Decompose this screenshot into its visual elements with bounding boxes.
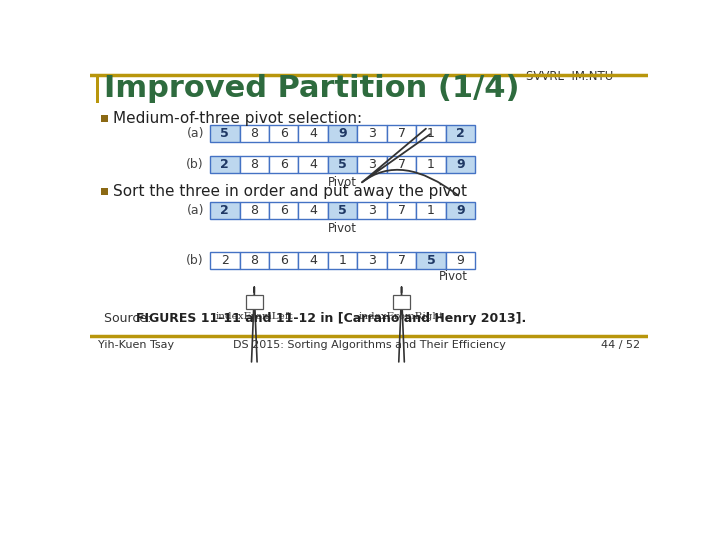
Text: 2: 2 bbox=[221, 254, 229, 267]
Bar bbox=[328, 125, 357, 142]
Text: 1: 1 bbox=[338, 254, 346, 267]
Text: 9: 9 bbox=[456, 204, 465, 217]
Bar bbox=[299, 202, 328, 219]
Bar bbox=[387, 125, 416, 142]
Bar bbox=[269, 252, 299, 269]
Text: indexFromRight: indexFromRight bbox=[359, 312, 444, 321]
Text: 5: 5 bbox=[427, 254, 436, 267]
Bar bbox=[328, 202, 357, 219]
Bar bbox=[269, 156, 299, 173]
Text: 4: 4 bbox=[310, 158, 317, 171]
Text: 7: 7 bbox=[397, 254, 405, 267]
Bar bbox=[269, 125, 299, 142]
Bar bbox=[357, 202, 387, 219]
Text: 1: 1 bbox=[427, 204, 435, 217]
Text: 8: 8 bbox=[251, 204, 258, 217]
Bar bbox=[387, 202, 416, 219]
Bar bbox=[416, 125, 446, 142]
Text: SVVRL  IM.NTU: SVVRL IM.NTU bbox=[526, 70, 613, 83]
Text: Yih-Kuen Tsay: Yih-Kuen Tsay bbox=[98, 340, 174, 350]
Text: Improved Partition (1/4): Improved Partition (1/4) bbox=[104, 74, 519, 103]
Text: 9: 9 bbox=[456, 254, 464, 267]
Text: 9: 9 bbox=[338, 127, 347, 140]
Text: 1: 1 bbox=[427, 127, 435, 140]
Bar bbox=[446, 125, 475, 142]
Text: Sort the three in order and put away the pivot: Sort the three in order and put away the… bbox=[113, 184, 467, 199]
Bar bbox=[387, 252, 416, 269]
Text: 2: 2 bbox=[456, 127, 465, 140]
Bar bbox=[299, 125, 328, 142]
Text: 2: 2 bbox=[220, 204, 229, 217]
Bar bbox=[210, 202, 240, 219]
Bar bbox=[240, 252, 269, 269]
Text: 44 / 52: 44 / 52 bbox=[601, 340, 640, 350]
Text: 6: 6 bbox=[280, 254, 288, 267]
Text: 6: 6 bbox=[280, 204, 288, 217]
Text: 7: 7 bbox=[397, 158, 405, 171]
Bar bbox=[240, 156, 269, 173]
Text: Pivot: Pivot bbox=[328, 222, 357, 235]
Text: 6: 6 bbox=[280, 127, 288, 140]
Text: 5: 5 bbox=[338, 204, 347, 217]
Text: (a): (a) bbox=[186, 127, 204, 140]
Text: (a): (a) bbox=[186, 204, 204, 217]
Text: 8: 8 bbox=[251, 254, 258, 267]
Text: indexFromLeft: indexFromLeft bbox=[215, 312, 293, 321]
Bar bbox=[299, 252, 328, 269]
Bar bbox=[246, 295, 263, 309]
Bar bbox=[357, 125, 387, 142]
Bar bbox=[96, 74, 99, 103]
Text: 3: 3 bbox=[368, 127, 376, 140]
Text: FIGURES 11-11 and 11-12 in [Carrano and Henry 2013].: FIGURES 11-11 and 11-12 in [Carrano and … bbox=[137, 312, 527, 325]
Bar bbox=[210, 156, 240, 173]
Bar bbox=[446, 156, 475, 173]
Text: 3: 3 bbox=[368, 204, 376, 217]
Text: 7: 7 bbox=[397, 204, 405, 217]
Text: 6: 6 bbox=[280, 158, 288, 171]
Bar bbox=[357, 156, 387, 173]
Text: Pivot: Pivot bbox=[328, 176, 357, 188]
Bar bbox=[328, 156, 357, 173]
Text: 2: 2 bbox=[220, 158, 229, 171]
Bar bbox=[101, 115, 108, 122]
Text: DS 2015: Sorting Algorithms and Their Efficiency: DS 2015: Sorting Algorithms and Their Ef… bbox=[233, 340, 505, 350]
Bar bbox=[210, 125, 240, 142]
Text: (b): (b) bbox=[186, 158, 204, 171]
Bar bbox=[357, 252, 387, 269]
Bar bbox=[299, 156, 328, 173]
Text: 3: 3 bbox=[368, 158, 376, 171]
Bar bbox=[416, 202, 446, 219]
Text: 4: 4 bbox=[310, 204, 317, 217]
Bar bbox=[328, 252, 357, 269]
Text: (b): (b) bbox=[186, 254, 204, 267]
Bar bbox=[393, 295, 410, 309]
Text: 3: 3 bbox=[368, 254, 376, 267]
Text: 5: 5 bbox=[220, 127, 229, 140]
Bar bbox=[269, 202, 299, 219]
Text: 5: 5 bbox=[338, 158, 347, 171]
Bar bbox=[240, 125, 269, 142]
Bar bbox=[210, 252, 240, 269]
Text: 8: 8 bbox=[251, 127, 258, 140]
Text: 9: 9 bbox=[456, 158, 465, 171]
Bar bbox=[416, 156, 446, 173]
Bar bbox=[101, 188, 108, 195]
Bar bbox=[446, 252, 475, 269]
Text: 8: 8 bbox=[251, 158, 258, 171]
Bar bbox=[387, 156, 416, 173]
Bar bbox=[240, 202, 269, 219]
Text: 7: 7 bbox=[397, 127, 405, 140]
Bar bbox=[416, 252, 446, 269]
Text: Source:: Source: bbox=[104, 312, 156, 325]
Text: 1: 1 bbox=[427, 158, 435, 171]
Bar bbox=[446, 202, 475, 219]
Text: Medium-of-three pivot selection:: Medium-of-three pivot selection: bbox=[113, 111, 362, 126]
Text: 4: 4 bbox=[310, 127, 317, 140]
Text: Pivot: Pivot bbox=[438, 271, 468, 284]
Text: 4: 4 bbox=[310, 254, 317, 267]
